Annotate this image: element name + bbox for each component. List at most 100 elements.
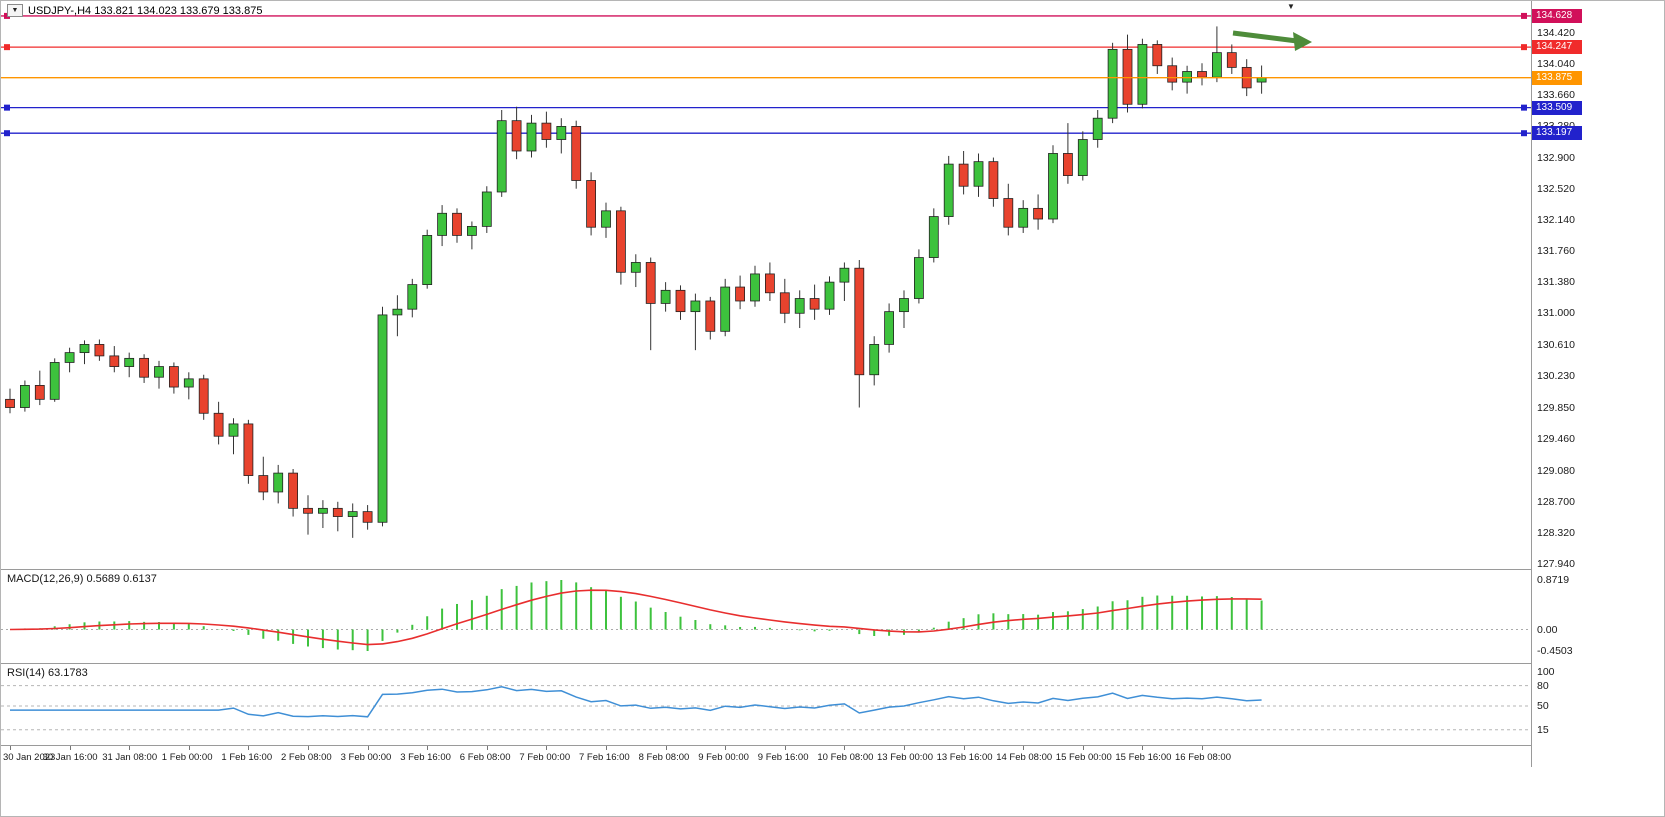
- time-axis-label: 3 Feb 16:00: [400, 752, 451, 763]
- bear-candle: [616, 210, 626, 273]
- time-axis-label: 3 Feb 00:00: [340, 752, 392, 763]
- macd-panel[interactable]: MACD(12,26,9) 0.5689 0.6137: [1, 570, 1531, 663]
- bear-candle: [809, 298, 820, 310]
- macd-scale-label: -0.4503: [1537, 645, 1573, 657]
- bull-candle: [1107, 48, 1118, 119]
- time-axis-tick: [844, 746, 846, 750]
- bull-candle: [79, 344, 90, 354]
- bull-candle: [422, 235, 433, 285]
- line-anchor-right[interactable]: [1521, 104, 1527, 111]
- panel-separator-macd[interactable]: [1, 569, 1664, 570]
- bear-candle: [645, 262, 656, 304]
- time-axis-tick: [606, 746, 607, 750]
- time-axis-tick: [367, 746, 369, 750]
- time-axis-label: 7 Feb 00:00: [519, 752, 571, 763]
- time-axis-label: 9 Feb 16:00: [757, 752, 809, 763]
- time-axis-tick: [546, 746, 548, 750]
- bull-candle: [377, 314, 388, 523]
- bull-candle: [481, 191, 492, 227]
- bull-candle: [273, 472, 284, 493]
- bull-candle: [899, 298, 909, 313]
- time-axis-label: 13 Feb 00:00: [877, 752, 933, 763]
- time-axis-tick: [904, 746, 905, 750]
- bear-candle: [109, 355, 120, 367]
- bear-candle: [854, 267, 865, 376]
- panel-separator-rsi[interactable]: [1, 663, 1664, 664]
- bear-candle: [243, 423, 254, 476]
- bull-candle: [556, 126, 567, 140]
- bull-candle: [1182, 71, 1192, 83]
- trend-arrow[interactable]: [1232, 30, 1298, 44]
- price-axis-label: 128.700: [1537, 495, 1575, 508]
- bear-candle: [452, 212, 462, 236]
- price-axis-label: 132.900: [1537, 151, 1575, 164]
- bull-candle: [228, 423, 239, 437]
- macd-scale-label: 0.8719: [1537, 574, 1570, 586]
- bear-candle: [586, 180, 596, 228]
- bull-candle: [839, 267, 850, 283]
- bull-candle: [1048, 153, 1058, 220]
- bear-candle: [332, 507, 343, 517]
- bear-candle: [34, 385, 45, 400]
- time-axis-tick: [486, 746, 488, 750]
- bear-candle: [675, 289, 686, 313]
- time-axis-label: 13 Feb 16:00: [936, 752, 993, 763]
- rsi-scale-label: 15: [1537, 723, 1549, 736]
- bull-candle: [630, 262, 641, 273]
- rsi-panel[interactable]: RSI(14) 63.1783: [1, 664, 1531, 745]
- price-line-badge: 134.628: [1532, 8, 1582, 23]
- line-anchor-left[interactable]: [4, 44, 10, 51]
- price-axis-label: 130.610: [1537, 339, 1575, 352]
- price-axis-label: 129.850: [1537, 401, 1575, 414]
- price-axis-label: 132.520: [1537, 182, 1575, 195]
- line-anchor-right[interactable]: [1521, 12, 1527, 19]
- bull-candle: [526, 122, 537, 152]
- macd-label: MACD(12,26,9) 0.5689 0.6137: [7, 573, 157, 585]
- time-axis-label: 16 Feb 08:00: [1175, 752, 1231, 763]
- rsi-label: RSI(14) 63.1783: [7, 667, 88, 679]
- bear-candle: [5, 398, 15, 408]
- time-axis-label: 1 Feb 16:00: [221, 752, 273, 763]
- bull-candle: [64, 352, 75, 363]
- bear-candle: [1197, 71, 1207, 78]
- price-axis-label: 127.940: [1537, 558, 1575, 571]
- bull-candle: [317, 507, 328, 514]
- bear-candle: [94, 344, 105, 357]
- time-axis-separator: [1, 745, 1664, 746]
- time-axis-label: 8 Feb 08:00: [638, 752, 690, 763]
- price-axis-label: 131.380: [1537, 276, 1575, 289]
- bull-candle: [347, 511, 358, 517]
- time-axis-label: 31 Jan 08:00: [102, 752, 158, 763]
- price-axis-label: 134.420: [1537, 26, 1575, 39]
- line-anchor-left[interactable]: [4, 130, 10, 137]
- line-anchor-right[interactable]: [1521, 130, 1527, 137]
- bear-candle: [198, 378, 209, 414]
- price-axis-label: 131.000: [1537, 307, 1575, 320]
- chart-shift-marker-icon[interactable]: ▼: [1287, 2, 1295, 11]
- bear-candle: [303, 507, 313, 514]
- rsi-scale-label: 50: [1537, 700, 1549, 712]
- line-anchor-right[interactable]: [1521, 44, 1527, 51]
- bull-candle: [1018, 207, 1029, 228]
- line-anchor-left[interactable]: [4, 104, 10, 111]
- bear-candle: [168, 366, 179, 388]
- macd-svg[interactable]: [1, 570, 1531, 663]
- bull-candle: [392, 308, 403, 316]
- price-axis-label: 130.230: [1537, 370, 1575, 383]
- bull-candle: [1077, 139, 1088, 176]
- symbol-dropdown-button[interactable]: ▼: [7, 4, 23, 17]
- main-chart-area[interactable]: ▼ USDJPY-,H4 133.821 134.023 133.679 133…: [1, 1, 1531, 569]
- time-axis-label: 2 Feb 08:00: [281, 752, 332, 763]
- bear-candle: [511, 120, 522, 152]
- trend-arrow-head[interactable]: [1293, 32, 1312, 51]
- price-scale[interactable]: 134.420134.040133.660133.280132.900132.5…: [1531, 1, 1664, 767]
- bear-candle: [1033, 207, 1043, 220]
- bull-candle: [1256, 77, 1267, 83]
- rsi-svg[interactable]: [1, 664, 1531, 745]
- price-axis-label: 128.320: [1537, 526, 1575, 539]
- time-axis[interactable]: 30 Jan 2023 30 Jan 16:00 31 Jan 08:00 1 Feb…: [1, 746, 1531, 767]
- bull-candle: [496, 120, 507, 193]
- bull-candle: [928, 216, 939, 258]
- bull-candle: [943, 163, 954, 217]
- main-chart-svg[interactable]: [1, 1, 1531, 569]
